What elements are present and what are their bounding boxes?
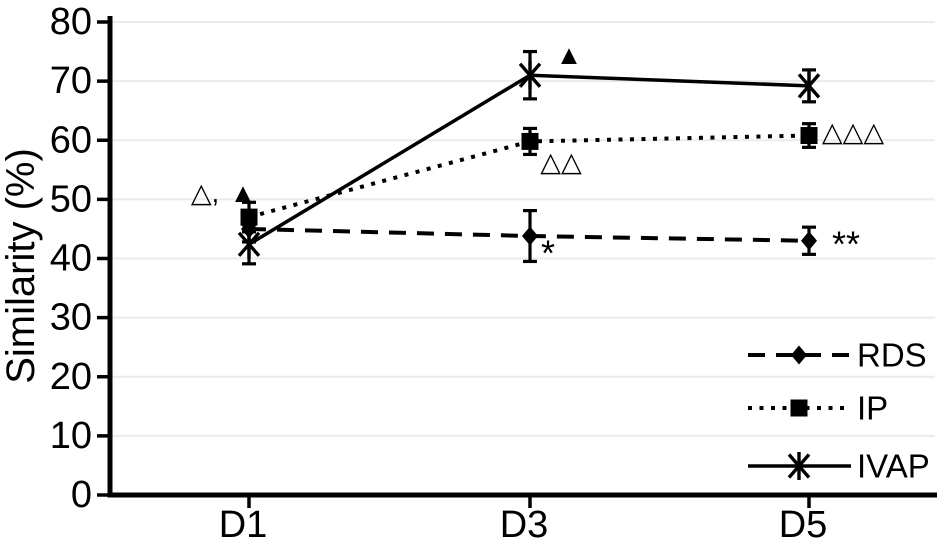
x-tick-label-D3: D3: [500, 504, 549, 546]
annotation-6: **: [832, 224, 860, 265]
marker-ip-D3: [521, 132, 539, 150]
y-tick-label-60: 60: [50, 119, 92, 161]
marker-ivap-D3: [518, 62, 542, 88]
y-tick-label-70: 70: [50, 60, 92, 102]
annotation-0: △,: [191, 178, 219, 208]
marker-ivap-D5: [797, 73, 821, 99]
y-tick-label-40: 40: [50, 238, 92, 280]
legend-label-rds: RDS: [857, 337, 927, 374]
annotation-5: △△△: [822, 117, 885, 147]
x-tick-label-D1: D1: [219, 504, 268, 546]
y-tick-label-50: 50: [50, 178, 92, 220]
annotation-4: *: [541, 233, 555, 274]
x-tick-label-D5: D5: [779, 504, 828, 546]
y-tick-label-10: 10: [50, 415, 92, 457]
marker-ip-D1: [240, 208, 258, 226]
legend-marker-ip: [790, 399, 808, 417]
y-tick-label-20: 20: [50, 356, 92, 398]
y-tick-label-30: 30: [50, 297, 92, 339]
y-axis-title: Similarity (%): [0, 148, 43, 384]
annotation-3: △△: [540, 147, 582, 177]
marker-ip-D5: [800, 127, 818, 145]
marker-rds-D5: [801, 231, 817, 251]
y-tick-label-0: 0: [71, 474, 92, 516]
legend-marker-ivap: [787, 453, 811, 479]
legend-label-ip: IP: [857, 390, 888, 427]
legend-marker-rds: [791, 345, 807, 365]
marker-ivap-D1: [237, 231, 261, 257]
marker-rds-D3: [522, 226, 538, 246]
y-tick-label-80: 80: [50, 1, 92, 43]
annotation-1: ▲: [230, 178, 257, 208]
annotation-2: ▲: [556, 40, 583, 70]
legend-label-ivap: IVAP: [857, 448, 930, 485]
